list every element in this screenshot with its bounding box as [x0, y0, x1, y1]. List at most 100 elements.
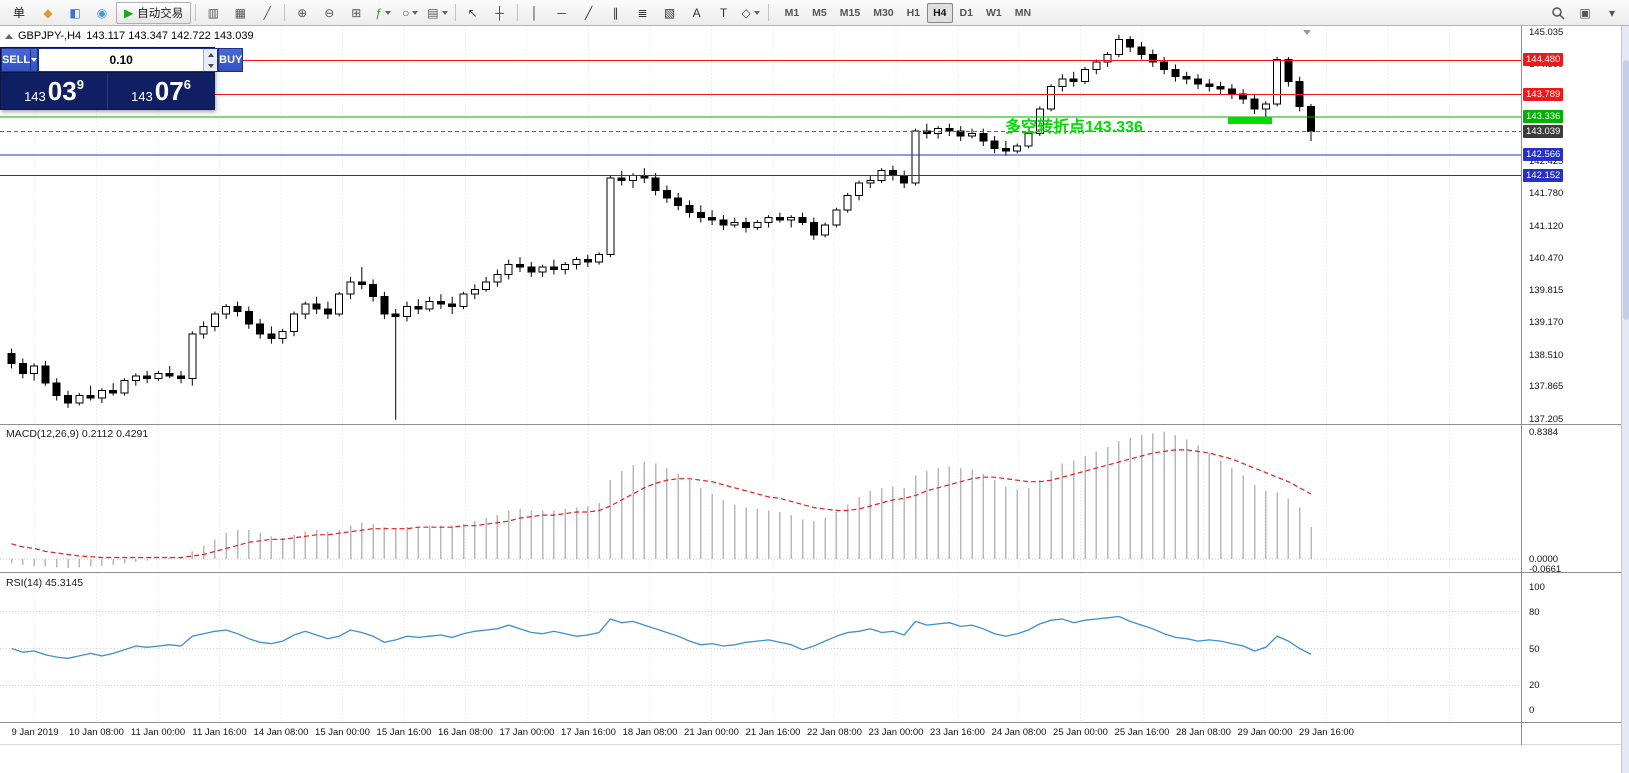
timeframe-m30[interactable]: M30	[873, 6, 894, 19]
candles-layer	[7, 34, 1315, 420]
zoom-in-icon[interactable]: ⊕	[289, 2, 315, 24]
candlestick-chart-icon[interactable]: ▦	[227, 2, 253, 24]
tile-windows-icon[interactable]: ⊞	[343, 2, 369, 24]
indicators-icon[interactable]: ƒ	[370, 2, 396, 24]
time-axis-label: 29 Jan 16:00	[1299, 727, 1354, 738]
vertical-scrollbar[interactable]	[1621, 26, 1629, 773]
scrollbar-thumb[interactable]	[1623, 60, 1629, 320]
rsi-axis-label: 0	[1529, 705, 1535, 716]
timeframe-h1[interactable]: H1	[906, 6, 921, 19]
equidistant-channel-icon[interactable]: ∥	[603, 2, 629, 24]
arrow-objects-icon[interactable]: ◇	[738, 2, 764, 24]
auto-trading-button[interactable]: ▶ 自动交易	[116, 1, 192, 24]
sell-price-display[interactable]: 143 03 9	[1, 73, 107, 109]
zoom-out-icon[interactable]: ⊖	[316, 2, 342, 24]
crosshair-icon[interactable]: ┼	[487, 2, 513, 24]
market-watch-icon: ◧	[69, 5, 81, 20]
toolbar-separator	[195, 4, 197, 21]
buy-button[interactable]: BUY	[218, 48, 244, 72]
fibonacci-icon[interactable]: ≣	[630, 2, 656, 24]
time-axis-label: 15 Jan 16:00	[376, 727, 432, 738]
more-tools-icon: ▾	[1608, 5, 1616, 20]
price-scale[interactable]: 145.035144.390142.425141.780141.120140.4…	[1522, 26, 1621, 425]
lot-increase-button[interactable]	[204, 49, 218, 60]
zoom-in-icon: ⊕	[297, 5, 308, 20]
timeframe-m15[interactable]: M15	[839, 6, 861, 19]
periods-icon[interactable]: ○	[397, 2, 423, 24]
main-toolbar: 单 ◆ ◧ ◉ ▶ 自动交易 ▥ ▦ ╱ ⊕ ⊖ ⊞ ƒ ○ ▤ ↖ ┼ │ ─ ╱ ∥ ≣ ▧ A T ◇ M1 M5 M15 M30 H…	[0, 0, 1629, 26]
timeframe-mn[interactable]: MN	[1014, 6, 1032, 19]
one-click-panel-toggle-icon[interactable]	[5, 33, 13, 39]
timeframe-w1[interactable]: W1	[985, 6, 1002, 19]
order-type-dropdown[interactable]	[31, 48, 39, 72]
rsi-scale[interactable]: 100 80 50 20 0	[1522, 573, 1621, 722]
price-axis-label: 140.470	[1529, 252, 1564, 264]
new-window-icon: ▣	[1579, 5, 1591, 20]
lot-size-input[interactable]	[39, 49, 204, 71]
toolbar-separator	[454, 4, 456, 21]
price-axis-badge-resistance: 144.480	[1523, 53, 1564, 67]
sell-price-prefix: 143	[24, 89, 46, 104]
macd-signal-line	[11, 449, 1312, 559]
sell-price-main: 03	[47, 76, 77, 106]
panel-separator[interactable]	[0, 572, 1621, 573]
horizontal-line-icon[interactable]: ─	[549, 2, 575, 24]
timeframe-m1[interactable]: M1	[784, 6, 800, 19]
horizontal-line-icon: ─	[557, 5, 566, 20]
timeframe-h4[interactable]: H4	[927, 2, 953, 23]
navigator-icon[interactable]: ◉	[89, 2, 115, 24]
text-label-icon: T	[719, 5, 728, 20]
time-axis-label: 18 Jan 08:00	[622, 727, 678, 738]
timeframe-m5[interactable]: M5	[812, 6, 827, 19]
line-chart-icon[interactable]: ╱	[254, 2, 280, 24]
macd-axis-label: -0.0661	[1529, 564, 1562, 575]
buy-price-display[interactable]: 143 07 6	[108, 73, 214, 109]
more-tools-icon[interactable]: ▾	[1599, 2, 1625, 24]
vertical-line-icon: │	[530, 5, 539, 20]
timeframe-d1[interactable]: D1	[959, 6, 973, 19]
autoscroll-marker-icon[interactable]	[1303, 30, 1311, 35]
time-scale[interactable]: 9 Jan 2019 10 Jan 08:00 11 Jan 00:00 11 Jan…	[0, 723, 1621, 744]
templates-icon[interactable]: ▤	[424, 2, 450, 24]
order-menu[interactable]: 单	[12, 6, 25, 20]
equidistant-channel-icon: ∥	[612, 5, 619, 20]
arrow-objects-icon: ◇	[741, 5, 751, 20]
price-axis-badge-support: 142.152	[1523, 168, 1564, 182]
macd-scale[interactable]: 0.8384 0.0000 -0.0661	[1522, 425, 1621, 575]
new-order-icon[interactable]: ◆	[35, 2, 61, 24]
lot-decrease-button[interactable]	[204, 60, 218, 71]
time-axis-label: 16 Jan 08:00	[438, 727, 493, 738]
cursor-icon[interactable]: ↖	[460, 2, 486, 24]
market-watch-icon[interactable]: ◧	[62, 2, 88, 24]
time-axis-label: 10 Jan 08:00	[69, 727, 124, 738]
buy-price-main: 07	[154, 76, 184, 106]
panel-separator[interactable]	[0, 424, 1621, 425]
text-icon[interactable]: A	[684, 2, 710, 24]
buy-price-prefix: 143	[131, 89, 153, 104]
rsi-line	[11, 615, 1312, 659]
price-axis-badge-resistance: 143.789	[1523, 87, 1564, 101]
price-axis-label: 141.780	[1529, 187, 1564, 199]
navigator-icon: ◉	[96, 5, 108, 20]
bar-chart-icon[interactable]: ▥	[200, 2, 226, 24]
rsi-chart-canvas[interactable]	[0, 573, 1521, 722]
symbol-timeframe-label: GBPJPY-,H4	[18, 30, 82, 42]
price-chart-canvas[interactable]	[0, 26, 1521, 424]
macd-histogram	[10, 431, 1312, 569]
rsi-axis-label: 20	[1529, 680, 1540, 692]
quote-divider	[107, 73, 108, 109]
rsi-axis-label: 100	[1529, 582, 1545, 593]
pivot-highlight-marker	[1228, 117, 1272, 124]
text-label-icon[interactable]: T	[711, 2, 737, 24]
macd-chart-canvas[interactable]	[0, 425, 1521, 572]
new-window-icon[interactable]: ▣	[1572, 2, 1598, 24]
sell-button[interactable]: SELL	[1, 48, 32, 72]
dropdown-arrow-icon	[31, 58, 38, 62]
trendline-icon[interactable]: ╱	[576, 2, 602, 24]
text-icon: A	[692, 5, 701, 20]
shapes-icon[interactable]: ▧	[657, 2, 683, 24]
play-icon: ▶	[124, 5, 134, 20]
search-icon[interactable]	[1545, 2, 1571, 24]
vertical-line-icon[interactable]: │	[522, 2, 548, 24]
macd-indicator-label: MACD(12,26,9) 0.2112 0.4291	[6, 428, 149, 440]
